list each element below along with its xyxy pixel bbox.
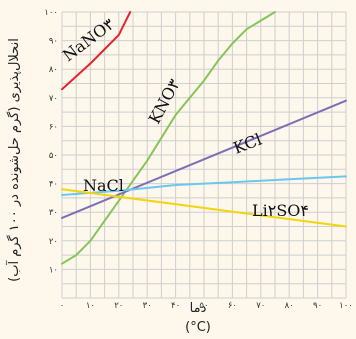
x-tick-label: ۴۰ xyxy=(171,301,180,311)
x-tick-label: ۳۰ xyxy=(143,301,152,311)
x-tick-label: ۹۰ xyxy=(313,301,322,311)
x-tick-label: ۷۰ xyxy=(256,301,265,311)
x-tick-label: ۲۰ xyxy=(114,301,123,311)
series-line-1 xyxy=(61,11,276,265)
x-axis-title: دما xyxy=(190,301,207,316)
y-tick-label: ۲۰ xyxy=(49,237,58,247)
y-tick-label: ۵۰ xyxy=(49,151,58,161)
x-tick-label: ۶۰ xyxy=(228,301,237,311)
x-axis-unit: (°C) xyxy=(185,320,211,335)
series-line-0 xyxy=(61,11,132,91)
series-line-3 xyxy=(61,175,347,196)
y-tick-label: ۴۰ xyxy=(49,180,58,190)
y-tick-label: ۳۰ xyxy=(49,208,58,218)
y-tick-label: ۱۰ xyxy=(49,265,58,275)
x-tick-label: ۱۰۰ xyxy=(339,301,353,311)
y-tick-labels: ۱۰ ۲۰ ۳۰ ۴۰ ۵۰ ۶۰ ۷۰ ۸۰ ۹۰ ۱۰۰ xyxy=(44,8,58,275)
x-tick-label: ۸۰ xyxy=(285,301,294,311)
y-tick-label: ۶۰ xyxy=(49,122,58,132)
x-tick-labels: ۰ ۱۰ ۲۰ ۳۰ ۴۰ ۵۰ ۶۰ ۷۰ ۸۰ ۹۰ ۱۰۰ xyxy=(60,301,353,311)
series-label-kcl: KCl xyxy=(231,130,265,158)
y-axis-title: انحلال‌پذیری (گرم حل‌شونده در ۱۰۰ گرم آب… xyxy=(5,38,22,282)
series-line-2 xyxy=(61,99,347,219)
series-label-nacl: NaCl xyxy=(83,176,124,195)
series-label-nano3: NaNO۳ xyxy=(59,14,118,65)
y-tick-label: ۹۰ xyxy=(49,37,58,47)
x-tick-label: ۵۰ xyxy=(199,301,208,311)
x-tick-label: ۱۰ xyxy=(86,301,95,311)
y-tick-label: ۷۰ xyxy=(49,94,58,104)
x-tick-label: ۰ xyxy=(60,301,65,311)
series-label-li2so4: Li۲SO۴ xyxy=(252,201,309,220)
y-tick-label: ۸۰ xyxy=(49,65,58,75)
series-line-4 xyxy=(61,188,347,228)
series-layer xyxy=(61,11,347,265)
chart-grid xyxy=(61,11,347,299)
y-tick-label: ۱۰۰ xyxy=(44,8,58,18)
